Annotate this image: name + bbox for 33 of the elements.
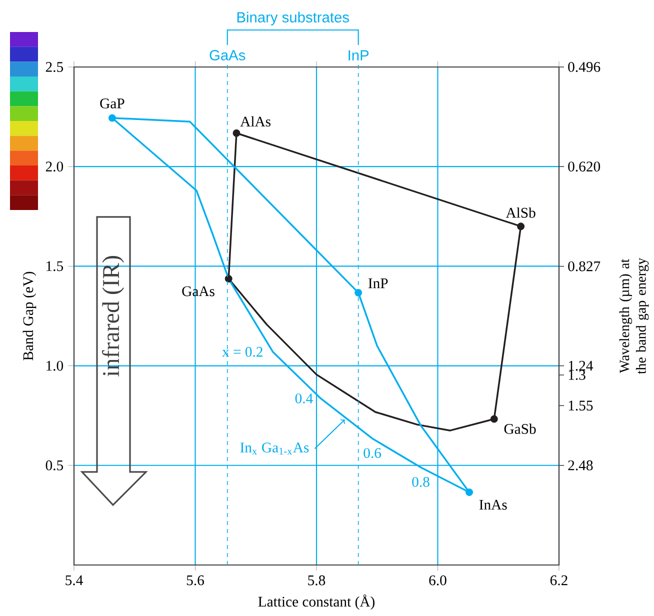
x-tick-label: 5.6	[186, 575, 204, 586]
annotation: AlSb	[506, 207, 536, 218]
x-tick-label: 5.4	[66, 575, 83, 586]
x-tick-label: 6.0	[429, 575, 446, 586]
annotation: InP	[368, 278, 388, 288]
text: Binary substrates	[237, 12, 349, 26]
ref-line-label: InP	[348, 50, 369, 60]
y-axis-title: Band Gap (eV)	[22, 272, 36, 360]
annotation: 0.4	[295, 393, 313, 404]
y-tick-label: 2.5	[46, 62, 64, 72]
annotation: 0.6	[364, 448, 382, 458]
annotation: InAs	[479, 500, 507, 510]
text: 0.496	[568, 62, 600, 72]
annotation: 0.8	[412, 476, 430, 487]
text: 0.827	[568, 261, 600, 272]
annotation: In$_{x}$ Ga$_{1-x}$As	[240, 442, 309, 455]
text: 2.48	[568, 460, 593, 470]
y-tick-label: 2.0	[46, 162, 64, 172]
y-tick-label: 1.0	[46, 360, 64, 371]
y-tick-label: 0.5	[46, 460, 64, 470]
x-tick-label: 6.2	[550, 575, 568, 586]
y-tick-label: 1.5	[46, 261, 64, 272]
text: 0.620	[568, 162, 600, 172]
x-tick-label: 5.8	[308, 575, 326, 586]
text: 1.24	[568, 360, 594, 371]
text: 1.55	[568, 400, 593, 411]
annotation: AlAs	[240, 116, 270, 127]
annotation: GaSb	[504, 424, 536, 434]
y2-axis-title: Wavelength (µm) at the band gap energy	[619, 258, 649, 374]
ref-line-label: GaAs	[210, 50, 246, 60]
annotation: infrared (IR)	[102, 256, 124, 376]
x-axis-title: Lattice constant (Å)	[258, 594, 375, 610]
annotation: GaP	[100, 98, 124, 108]
